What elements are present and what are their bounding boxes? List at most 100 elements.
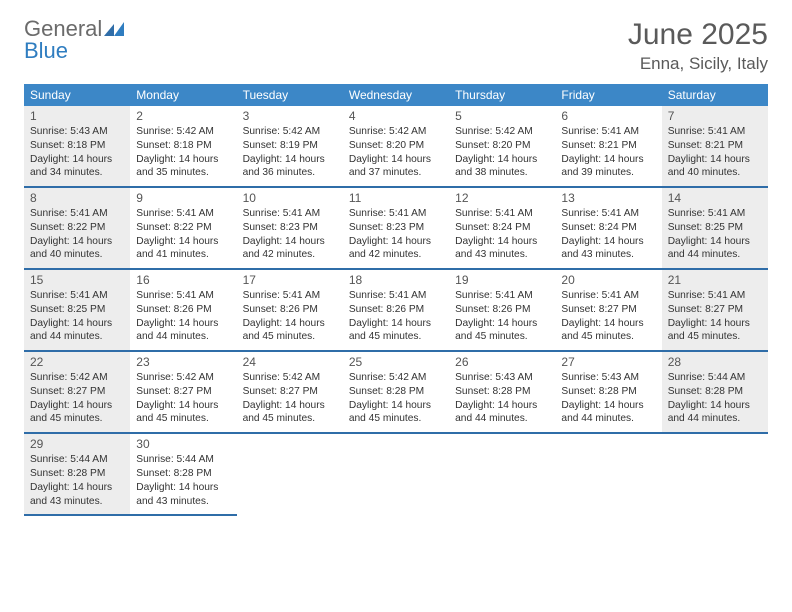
daylight-label: and 43 minutes. [30,495,124,509]
calendar-cell: 16Sunrise: 5:41 AMSunset: 8:26 PMDayligh… [130,270,236,350]
sunset-label: Sunset: 8:21 PM [561,139,655,153]
day-number: 9 [136,191,230,205]
weekday-monday: Monday [130,84,236,106]
calendar-cell [449,434,555,516]
calendar-cell: 4Sunrise: 5:42 AMSunset: 8:20 PMDaylight… [343,106,449,186]
calendar-cell: 13Sunrise: 5:41 AMSunset: 8:24 PMDayligh… [555,188,661,268]
daylight-label: and 43 minutes. [561,248,655,262]
title-block: June 2025 Enna, Sicily, Italy [628,18,768,74]
calendar-cell: 18 Sunrise: 5:41 AMSunset: 8:26 PMDayligh… [343,270,449,350]
daylight-label: Daylight: 14 hours [455,399,549,413]
calendar-cell: 25Sunrise: 5:42 AMSunset: 8:28 PMDayligh… [343,352,449,432]
sunrise-label: Sunrise: 5:41 AM [349,207,443,221]
daylight-label: Daylight: 14 hours [561,399,655,413]
calendar-cell: 12Sunrise: 5:41 AMSunset: 8:24 PMDayligh… [449,188,555,268]
daylight-label: and 45 minutes. [243,412,337,426]
daylight-label: and 45 minutes. [668,330,762,344]
calendar-week: 15Sunrise: 5:41 AMSunset: 8:25 PMDayligh… [24,270,768,352]
daylight-label: Daylight: 14 hours [136,235,230,249]
calendar-cell: 29Sunrise: 5:44 AMSunset: 8:28 PMDayligh… [24,434,130,516]
sunrise-label: Sunrise: 5:42 AM [243,125,337,139]
daylight-label: Daylight: 14 hours [136,153,230,167]
daylight-label: and 37 minutes. [349,166,443,180]
calendar-cell: 1Sunrise: 5:43 AMSunset: 8:18 PMDaylight… [24,106,130,186]
calendar-cell: 8Sunrise: 5:41 AMSunset: 8:22 PMDaylight… [24,188,130,268]
daylight-label: and 45 minutes. [455,330,549,344]
daylight-label: Daylight: 14 hours [243,399,337,413]
sunset-label: Sunset: 8:26 PM [455,303,549,317]
logo-icon [104,18,124,40]
sunrise-label: Sunrise: 5:41 AM [668,125,762,139]
calendar-cell: 14Sunrise: 5:41 AMSunset: 8:25 PMDayligh… [662,188,768,268]
calendar-cell: 26Sunrise: 5:43 AMSunset: 8:28 PMDayligh… [449,352,555,432]
page-title: June 2025 [628,18,768,52]
calendar-cell: 24Sunrise: 5:42 AMSunset: 8:27 PMDayligh… [237,352,343,432]
sunset-label: Sunset: 8:28 PM [455,385,549,399]
sunrise-label: Sunrise: 5:42 AM [455,125,549,139]
sunrise-label: Sunrise: 5:43 AM [455,371,549,385]
daylight-label: Daylight: 14 hours [30,153,124,167]
daylight-label: and 38 minutes. [455,166,549,180]
day-number: 21 [668,273,762,287]
location-label: Enna, Sicily, Italy [628,54,768,74]
daylight-label: Daylight: 14 hours [349,317,443,331]
daylight-label: Daylight: 14 hours [668,399,762,413]
daylight-label: and 35 minutes. [136,166,230,180]
calendar-body: 1Sunrise: 5:43 AMSunset: 8:18 PMDaylight… [24,106,768,516]
sunrise-label: Sunrise: 5:44 AM [136,453,230,467]
sunrise-label: Sunrise: 5:41 AM [561,207,655,221]
daylight-label: Daylight: 14 hours [668,153,762,167]
logo-text: General Blue [24,18,124,62]
daylight-label: and 44 minutes. [668,248,762,262]
sunrise-label: Sunrise: 5:41 AM [243,289,337,303]
calendar-cell: 27Sunrise: 5:43 AMSunset: 8:28 PMDayligh… [555,352,661,432]
sunrise-label: Sunrise: 5:41 AM [349,289,443,303]
daylight-label: and 44 minutes. [30,330,124,344]
daylight-label: and 45 minutes. [243,330,337,344]
daylight-label: Daylight: 14 hours [30,235,124,249]
day-number: 22 [30,355,124,369]
daylight-label: Daylight: 14 hours [349,235,443,249]
calendar-cell [343,434,449,516]
day-number: 12 [455,191,549,205]
sunset-label: Sunset: 8:27 PM [243,385,337,399]
sunset-label: Sunset: 8:18 PM [30,139,124,153]
sunset-label: Sunset: 8:26 PM [349,303,443,317]
daylight-label: and 43 minutes. [455,248,549,262]
sunset-label: Sunset: 8:20 PM [455,139,549,153]
sunset-label: Sunset: 8:28 PM [668,385,762,399]
daylight-label: and 42 minutes. [349,248,443,262]
day-number: 17 [243,273,337,287]
sunset-label: Sunset: 8:21 PM [668,139,762,153]
day-number: 25 [349,355,443,369]
daylight-label: and 45 minutes. [561,330,655,344]
daylight-label: Daylight: 14 hours [136,317,230,331]
daylight-label: Daylight: 14 hours [243,317,337,331]
sunrise-label: Sunrise: 5:41 AM [561,125,655,139]
day-number: 15 [30,273,124,287]
day-number: 18 [349,273,443,287]
calendar-cell: 10Sunrise: 5:41 AMSunset: 8:23 PMDayligh… [237,188,343,268]
calendar-cell: 5Sunrise: 5:42 AMSunset: 8:20 PMDaylight… [449,106,555,186]
day-number: 2 [136,109,230,123]
sunrise-label: Sunrise: 5:41 AM [455,207,549,221]
day-number: 1 [30,109,124,123]
day-number: 30 [136,437,230,451]
daylight-label: and 39 minutes. [561,166,655,180]
calendar-week: 22Sunrise: 5:42 AMSunset: 8:27 PMDayligh… [24,352,768,434]
calendar-cell [662,434,768,516]
day-number: 19 [455,273,549,287]
calendar-week: 1Sunrise: 5:43 AMSunset: 8:18 PMDaylight… [24,106,768,188]
sunset-label: Sunset: 8:27 PM [668,303,762,317]
sunrise-label: Sunrise: 5:42 AM [243,371,337,385]
logo-part2: Blue [24,38,68,63]
weekday-tuesday: Tuesday [237,84,343,106]
sunset-label: Sunset: 8:20 PM [349,139,443,153]
sunrise-label: Sunrise: 5:41 AM [30,207,124,221]
sunrise-label: Sunrise: 5:42 AM [349,371,443,385]
calendar-cell: 28Sunrise: 5:44 AMSunset: 8:28 PMDayligh… [662,352,768,432]
sunset-label: Sunset: 8:28 PM [349,385,443,399]
daylight-label: and 42 minutes. [243,248,337,262]
daylight-label: Daylight: 14 hours [30,399,124,413]
day-number: 29 [30,437,124,451]
